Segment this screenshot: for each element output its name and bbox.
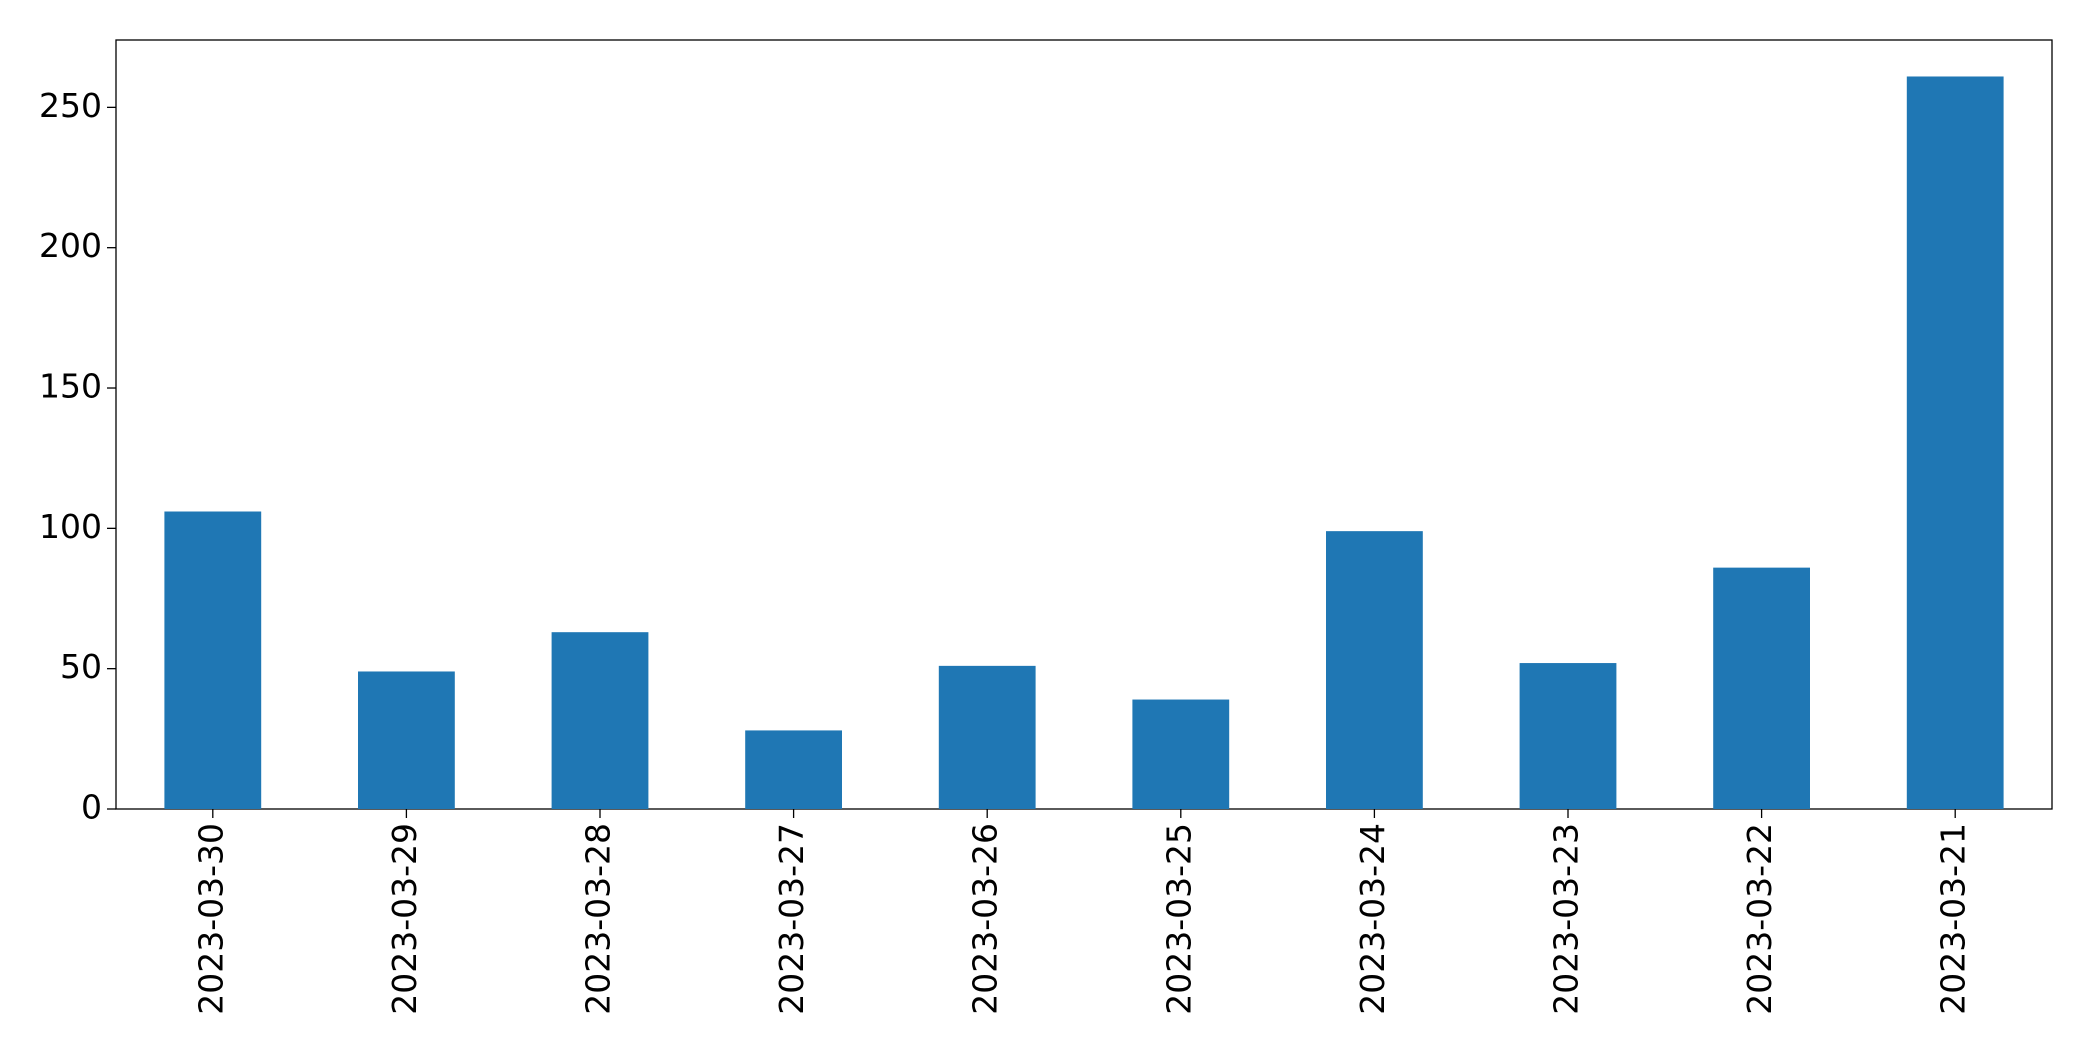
x-tick-label: 2023-03-24	[1353, 823, 1392, 1015]
x-tick-label: 2023-03-30	[191, 823, 230, 1015]
x-tick-label: 2023-03-21	[1934, 823, 1973, 1015]
x-tick-label: 2023-03-26	[966, 823, 1005, 1015]
bar	[358, 671, 455, 809]
bar	[1132, 699, 1230, 809]
y-tick-label: 0	[81, 788, 102, 827]
y-tick-label: 150	[39, 367, 102, 406]
bar	[551, 632, 649, 809]
y-tick-label: 50	[60, 647, 102, 686]
plot-frame	[115, 39, 2053, 810]
bar	[1906, 76, 2004, 809]
y-tick-label: 100	[39, 507, 102, 546]
y-tick-label: 250	[39, 86, 102, 125]
x-tick-label: 2023-03-28	[579, 823, 618, 1015]
bar	[1713, 567, 1810, 809]
bar	[938, 665, 1036, 809]
bar	[1326, 531, 1423, 809]
x-tick-label: 2023-03-25	[1159, 823, 1198, 1015]
x-tick-label: 2023-03-23	[1547, 823, 1586, 1015]
bar	[164, 511, 262, 809]
bar	[745, 730, 842, 809]
x-tick-label: 2023-03-22	[1740, 823, 1779, 1015]
x-tick-label: 2023-03-29	[385, 823, 424, 1015]
bar	[1519, 663, 1617, 809]
x-tick-label: 2023-03-27	[772, 823, 811, 1015]
y-tick-label: 200	[39, 226, 102, 265]
